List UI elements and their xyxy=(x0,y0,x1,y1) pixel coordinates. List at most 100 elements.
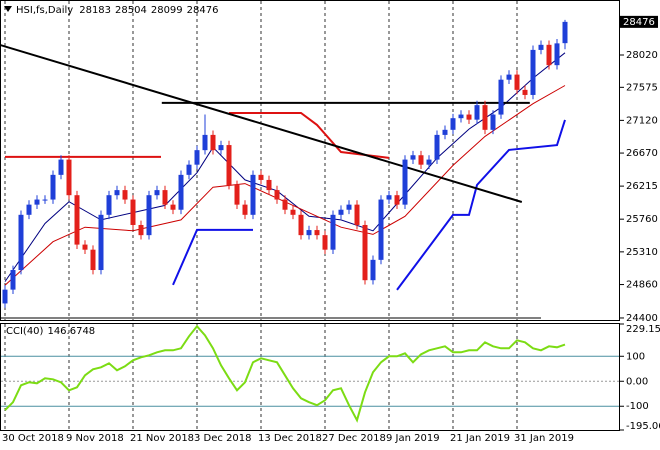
candle-body xyxy=(330,214,336,250)
candle-body xyxy=(506,74,512,80)
candle-body xyxy=(314,230,320,236)
candle-body xyxy=(186,164,192,175)
price-panel-frame xyxy=(0,0,620,321)
candle-body xyxy=(498,79,504,115)
candle-body xyxy=(122,190,128,200)
candle-body xyxy=(34,199,40,205)
candle-body xyxy=(10,270,16,290)
price-plot xyxy=(1,1,568,320)
cci-plot xyxy=(1,324,619,423)
cci-line xyxy=(4,324,566,423)
x-tick-label: 21 Jan 2019 xyxy=(450,433,510,444)
candle-body xyxy=(546,44,552,66)
y-tick-label: 26215 xyxy=(626,181,658,192)
cci-name: CCI(40) xyxy=(6,326,44,337)
candle-body xyxy=(402,159,408,205)
last-close: 28476 xyxy=(187,5,219,16)
last-low: 28099 xyxy=(151,5,183,16)
candle-body xyxy=(50,174,56,200)
candle-body xyxy=(202,134,208,151)
candle-body xyxy=(426,159,432,165)
menu-triangle xyxy=(4,6,12,12)
candle-body xyxy=(18,214,24,271)
candle-body xyxy=(82,244,88,250)
candle-body xyxy=(298,214,304,236)
candle-body xyxy=(466,114,472,120)
candle-body xyxy=(266,179,272,191)
candle-body xyxy=(282,199,288,210)
candle-body xyxy=(538,44,544,50)
candle-body xyxy=(474,105,480,120)
x-tick-label: 9 Nov 2018 xyxy=(66,433,124,444)
candle-body xyxy=(138,224,144,236)
symbol-label: HSI,fs,Daily xyxy=(16,5,73,16)
candle-body xyxy=(378,199,384,260)
candle-body xyxy=(218,145,224,151)
candle-body xyxy=(338,209,344,215)
y-tick-label: 24400 xyxy=(626,313,658,324)
candle-body xyxy=(322,235,328,250)
y-tick-label: 24860 xyxy=(626,280,658,291)
candle-body xyxy=(482,105,488,130)
x-tick-label: 13 Dec 2018 xyxy=(258,433,322,444)
candle-body xyxy=(42,199,48,201)
candle-body xyxy=(250,174,256,215)
y-tick-label: 229.1588 xyxy=(626,324,660,335)
candle-body xyxy=(74,195,80,245)
candle-body xyxy=(274,190,280,200)
candle-body xyxy=(106,195,112,215)
candle-body xyxy=(130,199,136,225)
y-tick-label: 25760 xyxy=(626,214,658,225)
candle-body xyxy=(258,174,264,180)
y-tick-label: 100 xyxy=(626,351,645,362)
candle-body xyxy=(26,204,32,215)
x-tick-label: 31 Jan 2019 xyxy=(514,433,574,444)
candle-body xyxy=(370,259,376,281)
cci-last: 146.6748 xyxy=(47,326,95,337)
candle-body xyxy=(194,150,200,165)
y-tick-label: 27575 xyxy=(626,82,658,93)
candle-body xyxy=(522,89,528,95)
last-open: 28183 xyxy=(79,5,111,16)
candle-body xyxy=(290,209,296,215)
candle-body xyxy=(554,43,560,66)
indicator-line xyxy=(5,112,390,159)
candle-body xyxy=(458,114,464,119)
x-tick-label: 9 Jan 2019 xyxy=(386,433,440,444)
candle-body xyxy=(90,249,96,271)
x-tick-label: 3 Dec 2018 xyxy=(194,433,252,444)
indicator-line xyxy=(1,44,523,203)
candle-body xyxy=(362,224,368,281)
candle-body xyxy=(210,134,216,151)
y-tick-label: -195.0617 xyxy=(626,421,660,432)
y-tick-label: 0.00 xyxy=(626,376,648,387)
candle-body xyxy=(394,195,400,205)
candle-body xyxy=(490,114,496,130)
candle-body xyxy=(386,195,392,200)
price-marker xyxy=(620,15,658,28)
y-tick-label: 26670 xyxy=(626,148,658,159)
y-tick-label: -100 xyxy=(626,401,649,412)
candle-body xyxy=(418,155,424,165)
candle-body xyxy=(154,190,160,196)
cci-panel-frame xyxy=(0,323,620,431)
candle-body xyxy=(226,145,232,186)
candle-body xyxy=(146,195,152,236)
candle-body xyxy=(2,289,8,304)
last-high: 28504 xyxy=(115,5,147,16)
candle-body xyxy=(66,159,72,196)
candle-body xyxy=(162,190,168,205)
candle-body xyxy=(514,74,520,90)
candle-body xyxy=(178,174,184,210)
candle-body xyxy=(450,118,456,130)
candle-body xyxy=(98,214,104,271)
candle-body xyxy=(234,185,240,205)
y-tick-label: 27120 xyxy=(626,115,658,126)
candle-body xyxy=(306,230,312,236)
indicator-line xyxy=(172,119,566,291)
candle-body xyxy=(58,159,64,175)
candle-body xyxy=(346,204,352,210)
